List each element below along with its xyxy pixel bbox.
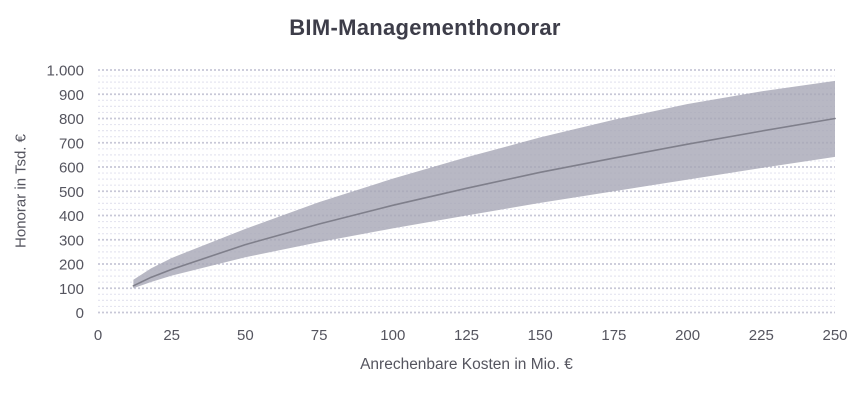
y-tick-label: 100 <box>59 281 84 298</box>
x-tick-label: 25 <box>163 327 180 344</box>
y-tick-label: 1.000 <box>46 63 84 80</box>
chart-title: BIM-Managementhonorar <box>289 15 561 40</box>
y-tick-label: 300 <box>59 232 84 249</box>
y-tick-label: 200 <box>59 257 84 274</box>
x-tick-label: 0 <box>94 327 102 344</box>
x-tick-label: 175 <box>601 327 626 344</box>
x-tick-label: 125 <box>454 327 479 344</box>
x-tick-label: 100 <box>380 327 405 344</box>
y-tick-label: 600 <box>59 160 84 177</box>
x-tick-label: 250 <box>822 327 847 344</box>
y-tick-label: 500 <box>59 184 84 201</box>
x-tick-label: 150 <box>528 327 553 344</box>
x-tick-label: 225 <box>749 327 774 344</box>
x-tick-label: 50 <box>237 327 254 344</box>
y-tick-label: 400 <box>59 208 84 225</box>
y-tick-label: 900 <box>59 87 84 104</box>
y-tick-label: 0 <box>76 305 84 322</box>
y-tick-label: 700 <box>59 135 84 152</box>
y-tick-label: 800 <box>59 111 84 128</box>
x-tick-label: 200 <box>675 327 700 344</box>
x-tick-label: 75 <box>311 327 328 344</box>
fee-center-line <box>132 117 836 287</box>
x-axis-title: Anrechenbare Kosten in Mio. € <box>360 356 573 373</box>
